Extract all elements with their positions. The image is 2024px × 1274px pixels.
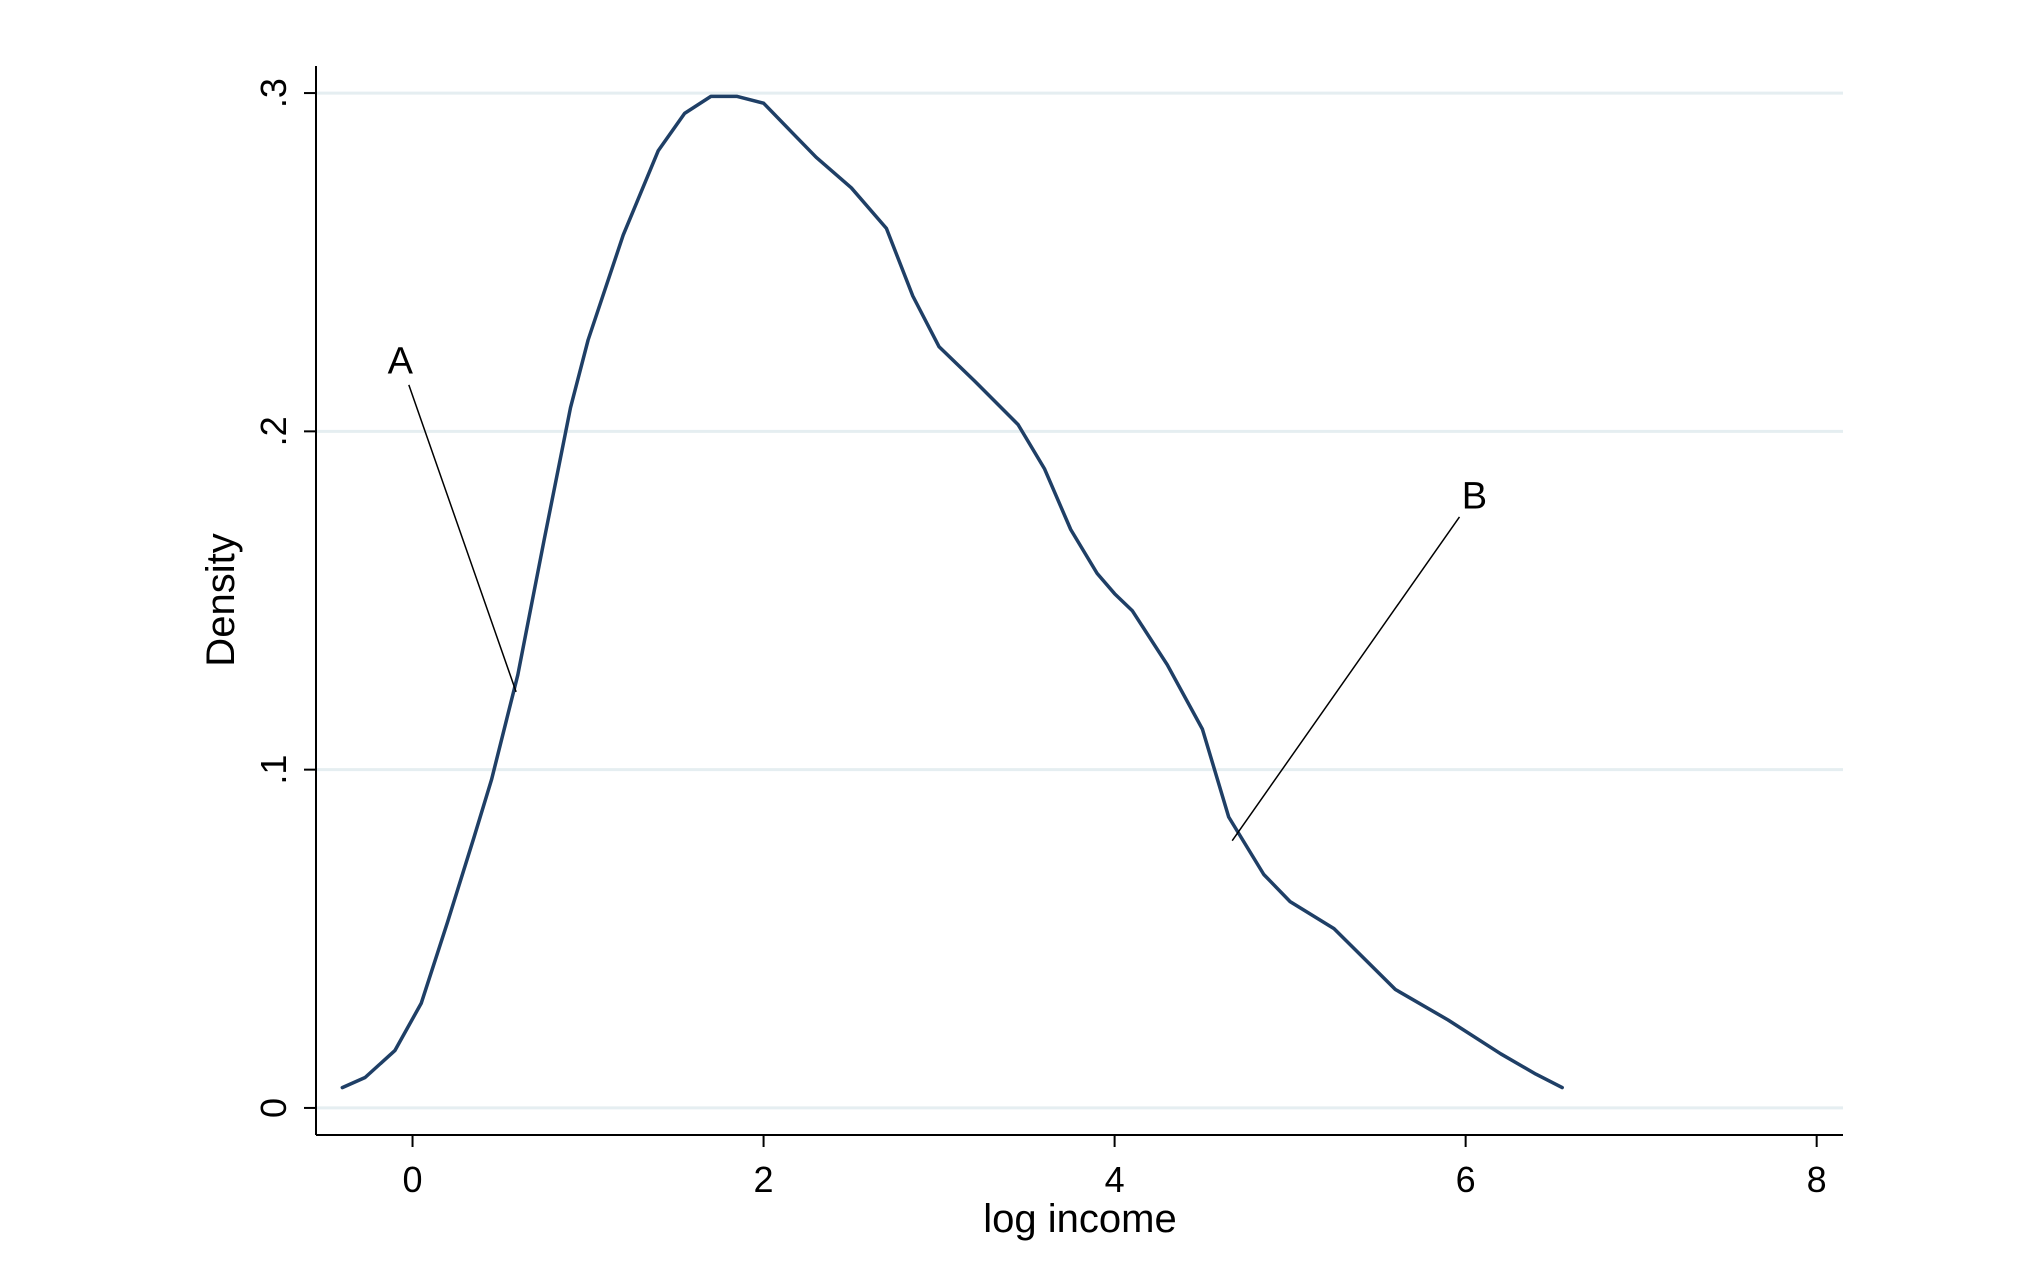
x-tick-label: 2 [754, 1159, 774, 1200]
annotation-leader-line [408, 384, 517, 693]
annotation-label: B [1462, 476, 1487, 518]
annotation-label: A [388, 340, 414, 382]
y-tick-label: 0 [253, 1098, 294, 1118]
y-tick-label: .2 [253, 416, 294, 446]
y-tick-label: .1 [253, 755, 294, 785]
density-line [340, 94, 1564, 1090]
y-axis-title: Density [199, 533, 243, 666]
annotation-leader-line [1231, 516, 1461, 842]
axes: 0 2 4 6 8 0 .1 .2 .3 [253, 66, 1843, 1200]
x-tick-label: 4 [1105, 1159, 1125, 1200]
x-tick-label: 6 [1456, 1159, 1476, 1200]
y-tick-label: .3 [253, 78, 294, 108]
annotations: AB [388, 340, 1487, 842]
series-layer [340, 94, 1564, 1090]
x-tick-label: 0 [403, 1159, 423, 1200]
gridlines [316, 91, 1843, 1110]
x-axis-title: log income [983, 1197, 1176, 1241]
x-tick-label: 8 [1807, 1159, 1827, 1200]
